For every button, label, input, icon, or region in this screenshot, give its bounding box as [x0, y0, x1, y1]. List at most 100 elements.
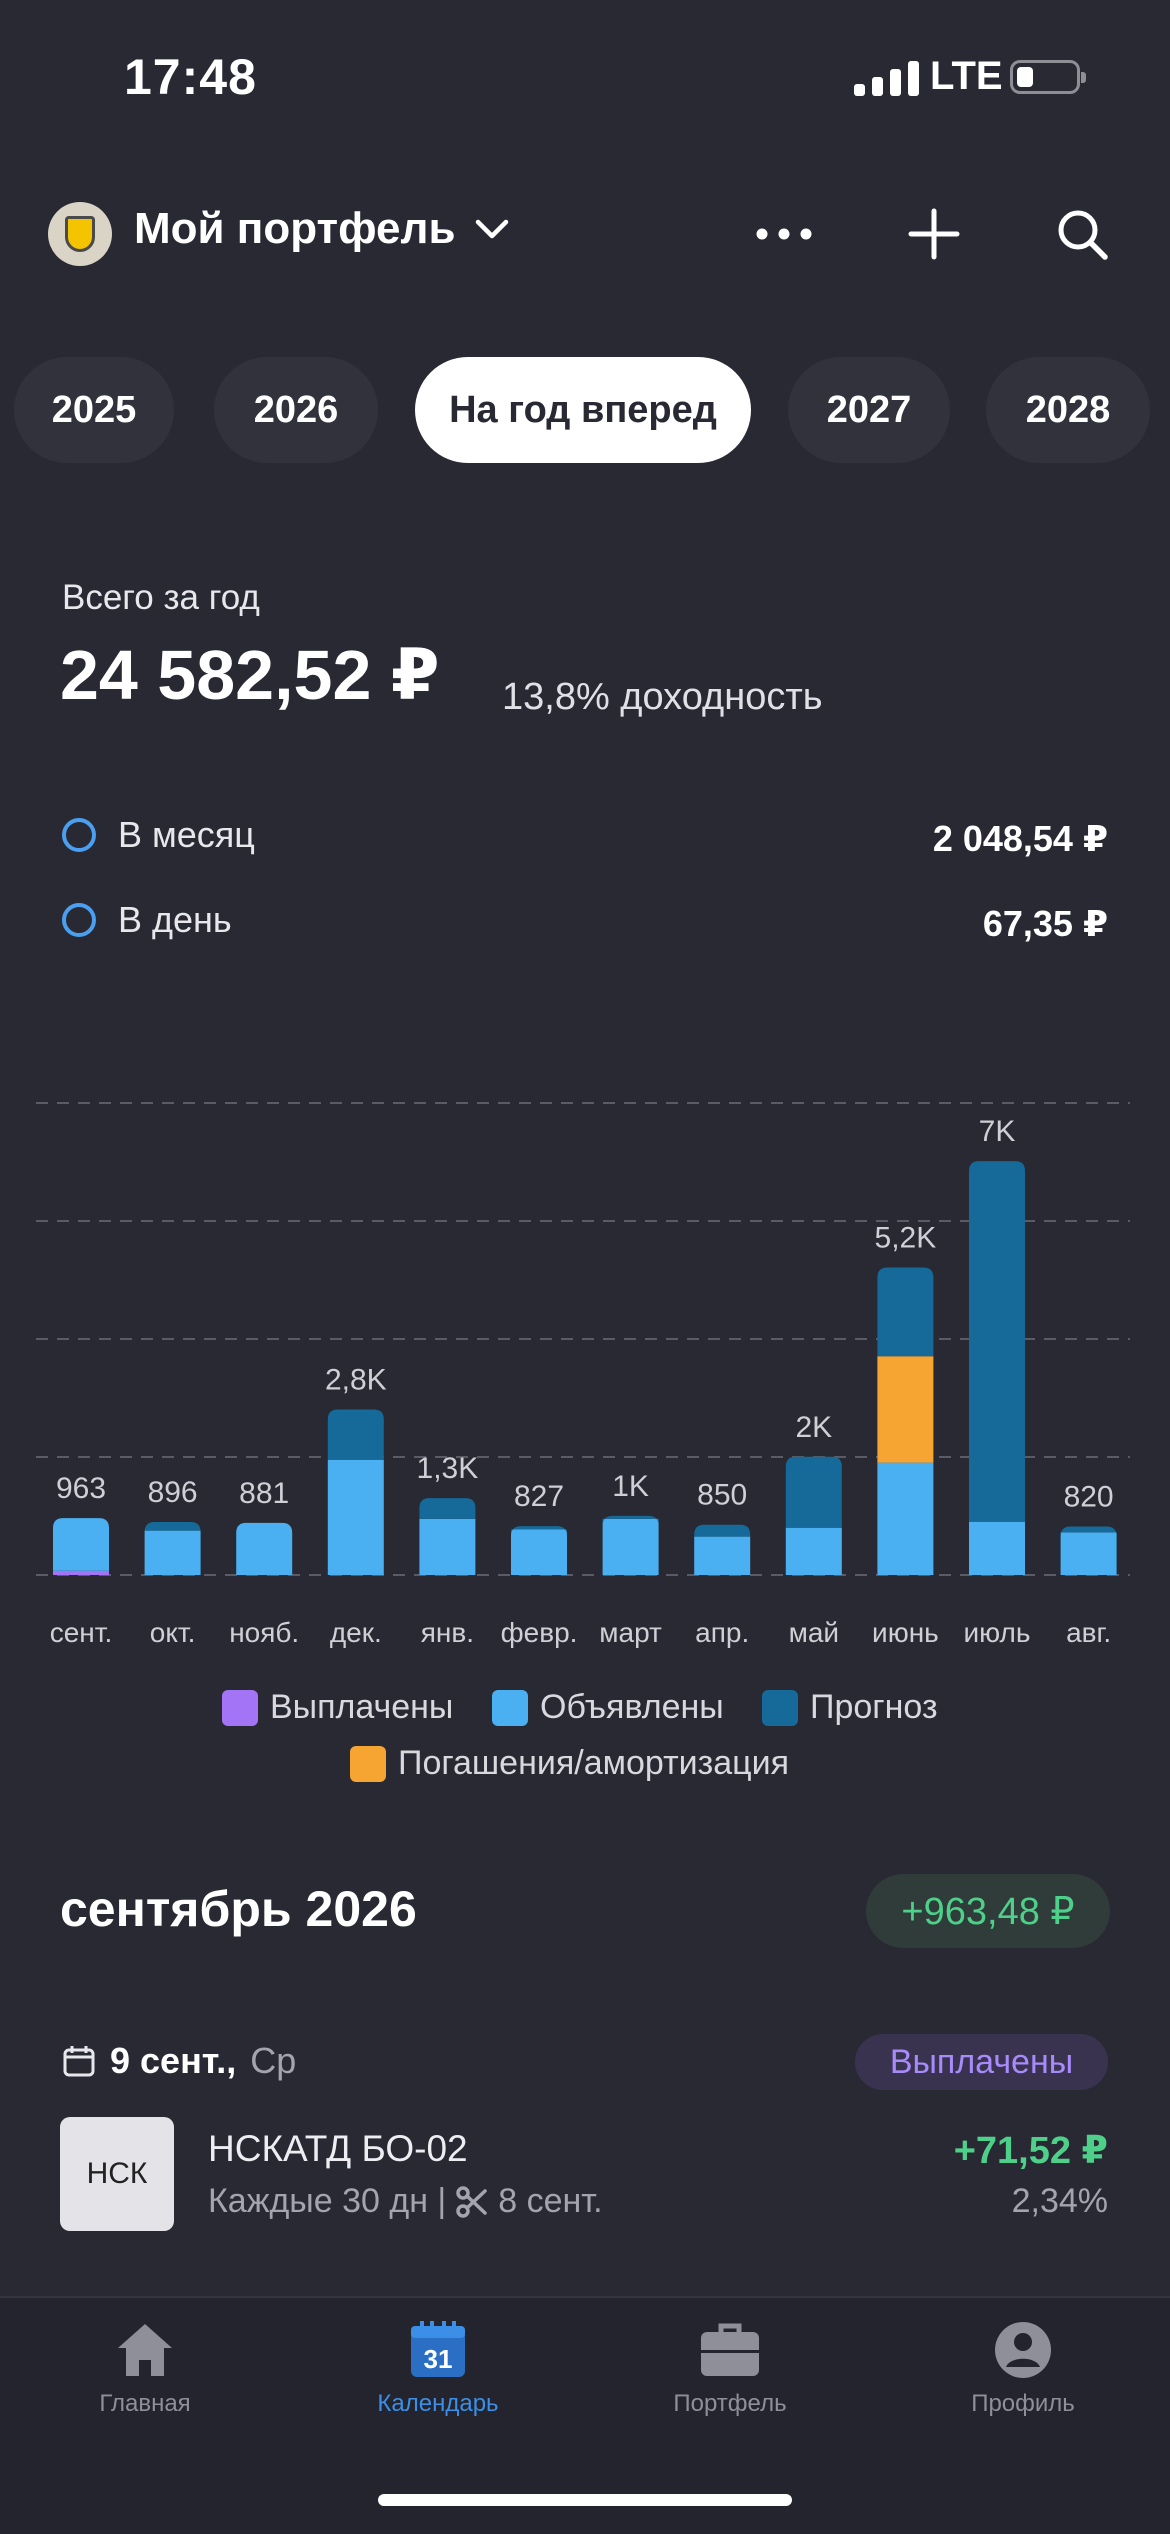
bar-value-label: 7K: [979, 1115, 1016, 1148]
radio-icon: [62, 818, 96, 852]
x-tick-label: май: [789, 1617, 839, 1648]
bar-segment: [877, 1462, 934, 1575]
bond-name[interactable]: НСКАТД БО-02: [208, 2128, 468, 2169]
legend-swatch: [492, 1689, 528, 1726]
more-button[interactable]: [746, 196, 822, 272]
calendar-icon: [63, 2046, 95, 2077]
legend-item-forecast[interactable]: Прогноз: [762, 1688, 938, 1727]
x-tick-label: авг.: [1066, 1617, 1111, 1648]
tab-profile[interactable]: Профиль: [923, 2320, 1123, 2418]
bar-segment: [419, 1498, 476, 1519]
portfolio-selector[interactable]: Мой портфель: [134, 204, 510, 254]
bar-segment: [969, 1521, 1025, 1575]
bar-segment: [327, 1409, 384, 1460]
per-month-value: 2 048,54 ₽: [932, 818, 1108, 859]
network-label: LTE: [930, 54, 1003, 98]
legend-item-announced[interactable]: Объявлены: [492, 1688, 724, 1727]
per-month-toggle[interactable]: В месяц: [62, 814, 255, 856]
bar-segment: [877, 1356, 934, 1463]
x-tick-label: июнь: [872, 1617, 939, 1648]
per-day-label: В день: [118, 899, 232, 940]
radio-icon: [62, 903, 96, 937]
bar-value-label: 5,2K: [875, 1222, 937, 1255]
bar-segment: [602, 1515, 659, 1526]
tab-home[interactable]: Главная: [45, 2320, 245, 2418]
bar-segment: [511, 1526, 567, 1537]
bond-percent: 2,34%: [1011, 2182, 1108, 2220]
home-icon: [118, 2324, 172, 2376]
plus-icon: [908, 208, 960, 260]
payment-date: 9 сент., Ср: [62, 2040, 296, 2082]
bar-segment: [511, 1529, 567, 1575]
x-tick-label: дек.: [330, 1617, 382, 1648]
yield-value: 13,8% доходность: [502, 676, 823, 718]
calendar-icon: 31: [411, 2321, 465, 2377]
bar-value-label: 881: [239, 1477, 289, 1510]
svg-text:31: 31: [424, 2344, 453, 2374]
more-icon: [756, 228, 812, 240]
x-tick-label: февр.: [501, 1617, 578, 1648]
x-tick-label: сент.: [50, 1617, 113, 1648]
legend-item-paid[interactable]: Выплачены: [222, 1688, 453, 1727]
payments-chart: 963 сент. 896 окт. 881 нояб. 2,8K дек. 1,3K янв. 8…: [36, 1102, 1130, 1648]
bar-value-label: 1,3K: [417, 1452, 479, 1485]
home-indicator: [378, 2494, 792, 2506]
legend-item-redemption[interactable]: Погашения/амортизация: [350, 1744, 789, 1783]
year-chip-2027[interactable]: 2027: [788, 357, 950, 463]
x-tick-label: нояб.: [229, 1617, 299, 1648]
bar-value-label: 850: [697, 1479, 747, 1512]
bar-segment: [53, 1570, 109, 1575]
bond-logo: НСК: [60, 2117, 174, 2231]
tab-calendar[interactable]: 31 Календарь: [338, 2320, 538, 2418]
bar-segment: [1060, 1526, 1117, 1537]
signal-icon: [854, 60, 919, 96]
year-chip-2026[interactable]: 2026: [214, 357, 378, 463]
bar-value-label: 820: [1064, 1481, 1114, 1514]
date-label: 9 сент.,: [110, 2040, 237, 2081]
legend-swatch: [762, 1689, 798, 1726]
bar-value-label: 2K: [795, 1411, 832, 1444]
bond-schedule: Каждые 30 дн | 8 сент.: [208, 2182, 603, 2221]
per-day-value: 67,35 ₽: [982, 903, 1108, 944]
x-tick-label: янв.: [421, 1617, 474, 1648]
bar-segment: [236, 1522, 293, 1575]
bar-value-label: 2,8K: [325, 1363, 387, 1396]
x-tick-label: окт.: [150, 1617, 196, 1648]
tab-portfolio[interactable]: Портфель: [630, 2320, 830, 2418]
search-icon: [1058, 210, 1108, 260]
bar-segment: [327, 1459, 384, 1575]
bar-segment: [694, 1536, 751, 1575]
x-tick-label: апр.: [695, 1617, 749, 1648]
status-badge: Выплачены: [855, 2034, 1108, 2090]
x-tick-label: июль: [964, 1617, 1031, 1648]
profile-icon: [995, 2322, 1051, 2378]
year-chip-2028[interactable]: 2028: [986, 357, 1150, 463]
battery-icon: [1010, 60, 1086, 94]
bar-value-label: 827: [514, 1480, 564, 1513]
total-value: 24 582,52 ₽: [60, 636, 440, 714]
bar-segment: [1060, 1532, 1117, 1575]
per-day-toggle[interactable]: В день: [62, 899, 232, 941]
per-month-label: В месяц: [118, 814, 255, 855]
bar-segment: [969, 1161, 1025, 1522]
bar-segment: [419, 1518, 476, 1575]
bar-value-label: 1K: [612, 1470, 649, 1503]
year-chip-2025[interactable]: 2025: [14, 357, 174, 463]
bar-segment: [53, 1518, 109, 1571]
add-button[interactable]: [896, 196, 972, 272]
bar-value-label: 963: [56, 1472, 106, 1505]
bar-segment: [144, 1522, 201, 1533]
search-button[interactable]: [1044, 196, 1120, 272]
bar-segment: [785, 1456, 842, 1528]
scissors-icon: [456, 2185, 487, 2218]
portfolio-logo[interactable]: [48, 202, 112, 266]
legend-swatch: [350, 1745, 386, 1782]
year-chip-next-year[interactable]: На год вперед: [415, 357, 751, 463]
legend-swatch: [222, 1689, 258, 1726]
bar-segment: [785, 1527, 842, 1575]
x-tick-label: март: [599, 1617, 662, 1648]
briefcase-icon: [701, 2323, 759, 2376]
month-title: сентябрь 2026: [60, 1881, 417, 1937]
portfolio-title: Мой портфель: [134, 204, 456, 253]
bar-segment: [144, 1530, 201, 1575]
